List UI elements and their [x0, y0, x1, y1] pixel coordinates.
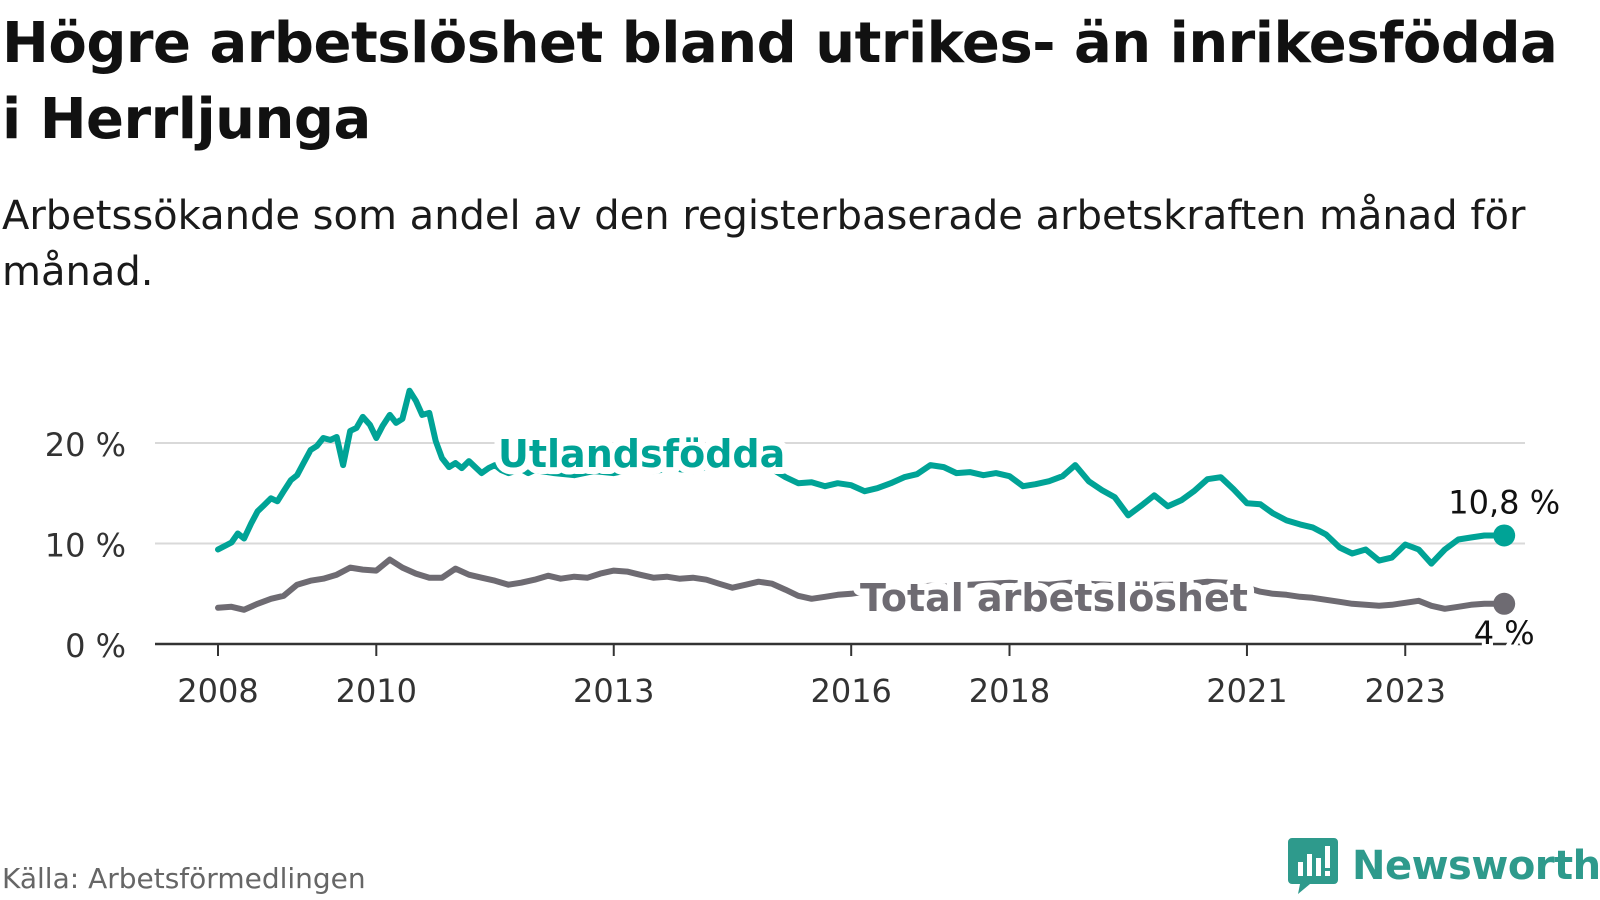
x-tick-label: 2010: [336, 672, 417, 710]
x-tick-label: 2018: [969, 672, 1050, 710]
y-tick-label: 20 %: [45, 426, 126, 464]
source-note: Källa: Arbetsförmedlingen: [2, 862, 366, 895]
newsworthy-logo-icon: [1288, 838, 1338, 894]
chart-title: Högre arbetslöshet bland utrikes- än inr…: [2, 11, 1558, 152]
x-tick-label: 2013: [573, 672, 654, 710]
x-tick-label: 2023: [1365, 672, 1446, 710]
y-tick-label: 0 %: [65, 627, 126, 665]
series-line-total: [215, 556, 1508, 613]
series-label-utlandsfodda: Utlandsfödda: [498, 432, 785, 476]
series-line-utlandsfodda: [215, 387, 1508, 567]
end-point-total: [1493, 592, 1516, 615]
chart-subtitle: Arbetssökande som andel av den registerb…: [2, 193, 1526, 295]
y-tick-label: 10 %: [45, 527, 126, 565]
series-label-total: Total arbetslöshet: [860, 576, 1248, 620]
brand-logo: Newsworthy: [1288, 838, 1600, 894]
end-point-utlandsfodda: [1493, 524, 1516, 547]
brand-name: Newsworthy: [1352, 843, 1600, 889]
x-tick-label: 2008: [177, 672, 258, 710]
end-label-utlandsfodda: 10,8 %: [1448, 483, 1560, 521]
x-tick-label: 2021: [1206, 672, 1287, 710]
x-tick-label: 2016: [810, 672, 891, 710]
end-label-total: 4 %: [1474, 614, 1535, 652]
